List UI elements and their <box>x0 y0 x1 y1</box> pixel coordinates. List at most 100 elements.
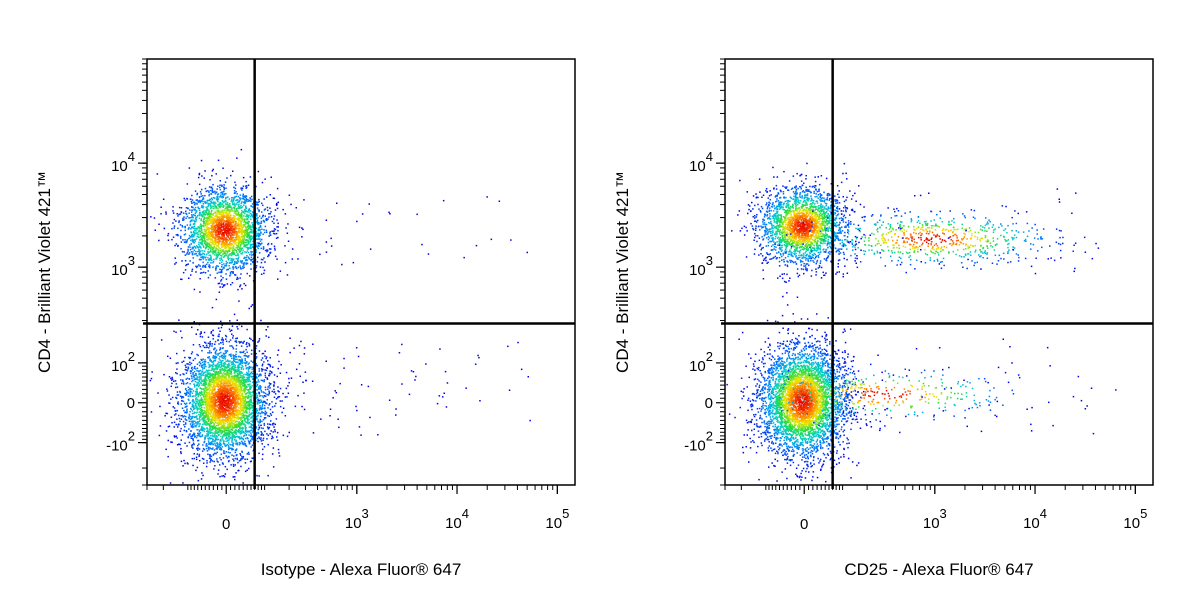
event-dot <box>177 215 179 217</box>
event-dot <box>262 352 265 355</box>
event-dot <box>173 218 176 221</box>
event-dot <box>219 405 221 407</box>
event-dot <box>246 221 249 223</box>
event-dot <box>251 424 253 426</box>
event-dot <box>216 451 218 454</box>
event-dot <box>274 255 277 258</box>
event-dot <box>236 203 238 205</box>
event-dot <box>240 465 242 468</box>
event-dot <box>264 225 267 228</box>
event-dot <box>187 250 189 252</box>
event-dot <box>211 198 213 201</box>
event-dot <box>194 246 197 248</box>
event-dot <box>199 228 201 230</box>
event-dot <box>226 215 228 217</box>
event-dot <box>202 380 205 383</box>
event-dot <box>218 333 220 336</box>
event-dot <box>245 200 247 202</box>
event-dot <box>179 330 182 332</box>
event-dot <box>224 252 226 254</box>
event-dot <box>243 219 246 221</box>
event-dot <box>199 400 201 402</box>
event-dot <box>224 465 227 468</box>
event-dot <box>212 368 215 371</box>
event-dot <box>192 251 194 253</box>
event-dot <box>180 418 183 420</box>
event-dot <box>235 404 237 406</box>
event-dot <box>240 247 242 249</box>
event-dot <box>247 256 250 258</box>
event-dot <box>238 460 241 462</box>
event-dot <box>243 362 246 364</box>
event-dot <box>258 215 261 217</box>
event-dot <box>257 221 259 224</box>
event-dot <box>159 405 161 408</box>
event-dot <box>202 252 204 254</box>
event-dot <box>233 218 235 220</box>
event-dot <box>262 247 265 250</box>
event-dot <box>262 204 264 207</box>
event-dot <box>212 427 214 430</box>
event-dot <box>219 443 222 445</box>
event-dot <box>211 399 214 402</box>
event-dot <box>201 241 203 243</box>
event-dot <box>230 235 232 237</box>
event-dot <box>231 434 233 436</box>
event-dot <box>195 436 198 439</box>
event-dot <box>170 441 172 443</box>
event-dot <box>273 388 275 391</box>
event-dot <box>194 218 197 220</box>
event-dot <box>216 245 218 247</box>
event-dot <box>274 405 276 407</box>
event-dot <box>223 234 226 236</box>
event-dot <box>210 332 212 334</box>
event-dot <box>202 246 205 248</box>
event-dot <box>201 199 203 202</box>
event-dot <box>260 407 263 409</box>
event-dot <box>206 220 208 222</box>
event-dot <box>222 196 225 199</box>
event-dot <box>227 247 230 249</box>
event-dot <box>201 370 204 372</box>
event-dot <box>275 232 278 235</box>
event-dot <box>249 212 252 215</box>
event-dot <box>212 253 214 255</box>
event-dot <box>203 232 205 235</box>
event-dot <box>256 246 259 248</box>
event-dot <box>195 372 197 375</box>
event-dot <box>194 190 197 192</box>
event-dot <box>215 349 218 351</box>
event-dot <box>222 435 224 437</box>
event-dot <box>252 257 255 260</box>
event-dot <box>260 400 263 402</box>
event-dot <box>199 233 201 235</box>
event-dot <box>206 409 208 412</box>
event-dot <box>250 214 253 217</box>
event-dot <box>182 218 185 220</box>
event-dot <box>214 442 216 445</box>
event-dot <box>274 228 277 231</box>
event-dot <box>188 414 191 417</box>
event-dot <box>252 215 254 218</box>
event-dot <box>260 379 263 382</box>
event-dot <box>164 415 166 417</box>
event-dot <box>228 243 230 245</box>
event-dot <box>236 244 238 246</box>
event-dot <box>197 201 200 203</box>
event-dot <box>216 198 219 201</box>
event-dot <box>259 385 261 387</box>
event-dot <box>186 183 189 185</box>
event-dot <box>199 378 201 381</box>
event-dot <box>223 250 225 253</box>
event-dot <box>186 239 189 241</box>
event-dot <box>207 222 209 225</box>
event-dot <box>265 229 268 232</box>
event-dot <box>219 219 221 221</box>
event-dot <box>180 248 182 250</box>
event-dot <box>223 188 225 191</box>
event-dot <box>265 395 267 398</box>
event-dot <box>201 472 203 474</box>
event-dot <box>193 201 196 204</box>
event-dot <box>239 285 241 288</box>
event-dot <box>208 372 210 375</box>
